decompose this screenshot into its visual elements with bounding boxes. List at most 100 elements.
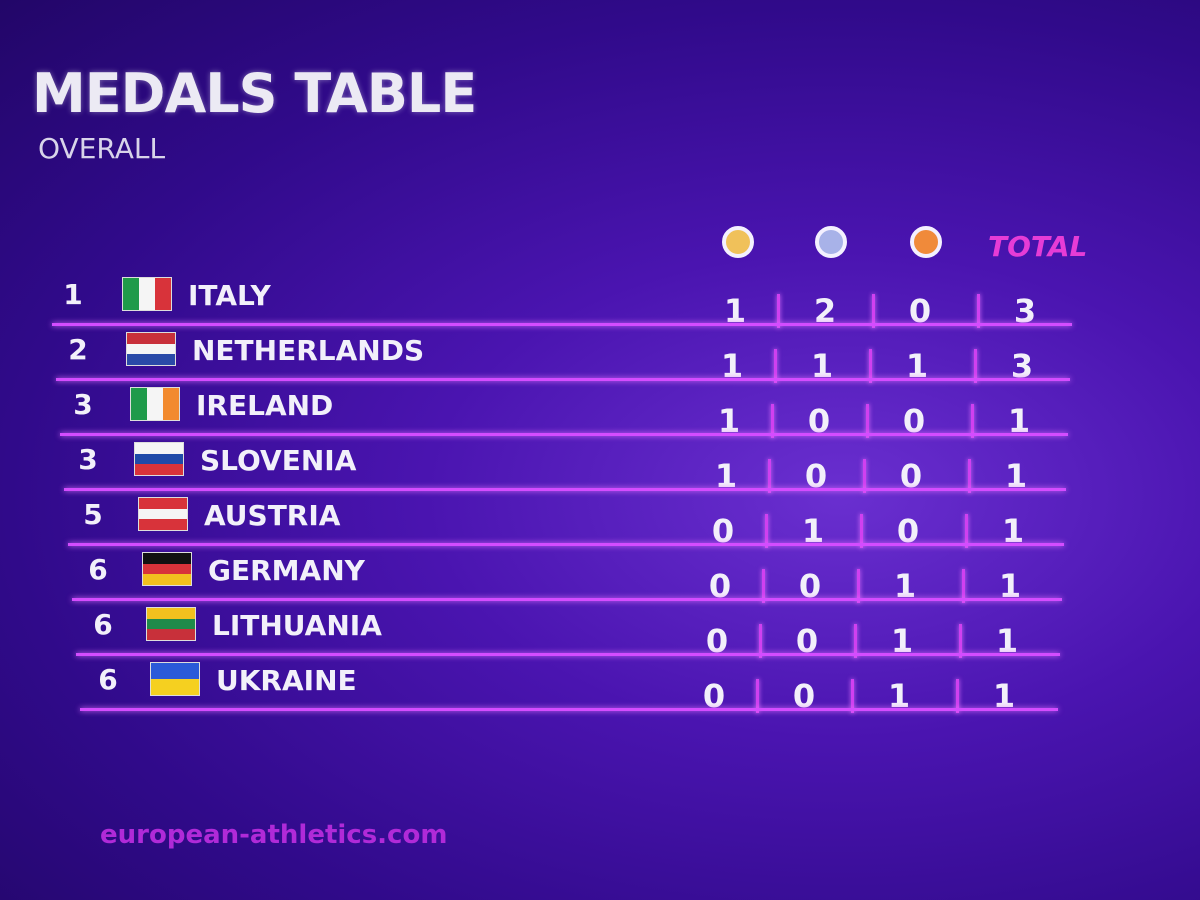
country: SLOVENIA [200,444,357,477]
country: GERMANY [208,554,365,587]
rank: 1 [63,278,83,311]
flag [146,607,196,641]
separator [866,404,869,438]
gold-count: 0 [708,567,732,605]
total-header: TOTAL [988,230,1088,263]
total-count: 1 [995,622,1019,660]
flag-stripe [143,574,191,586]
flag-stripe [147,388,163,420]
silver-count: 1 [810,347,834,385]
total-count: 1 [992,677,1016,715]
flag-stripe [127,343,175,355]
flag-stripe [135,453,183,465]
gold-count: 0 [705,622,729,660]
separator [962,569,965,603]
separator [971,404,974,438]
website: european-athletics.com [100,820,448,850]
silver-count: 0 [795,622,819,660]
flag-stripe [147,629,195,641]
separator [968,459,971,493]
row-divider [60,433,1068,436]
rank: 3 [73,388,93,421]
flag-stripe [139,278,155,310]
separator [965,514,968,548]
total-count: 1 [998,567,1022,605]
flag [130,387,180,421]
rank: 2 [68,333,88,366]
rank: 6 [88,553,108,586]
flag-stripe [123,278,139,310]
bronze-count: 0 [908,292,932,330]
flag-stripe [139,508,187,520]
bronze-medal-icon [910,226,942,258]
bronze-count: 0 [896,512,920,550]
separator [854,624,857,658]
bronze-count: 0 [899,457,923,495]
total-count: 1 [1007,402,1031,440]
gold-count: 0 [711,512,735,550]
separator [974,349,977,383]
row-divider [76,653,1060,656]
flag-stripe [143,563,191,575]
country: AUSTRIA [204,499,341,532]
flag-stripe [131,388,147,420]
silver-count: 2 [813,292,837,330]
flag-stripe [155,278,171,310]
silver-medal-icon [815,226,847,258]
flag-stripe [139,519,187,531]
country: UKRAINE [216,664,357,697]
flag [122,277,172,311]
flag [138,497,188,531]
rank: 3 [78,443,98,476]
silver-count: 1 [801,512,825,550]
title: MEDALS TABLE [32,62,477,125]
separator [774,349,777,383]
flag-stripe [127,333,175,344]
country: LITHUANIA [212,609,382,642]
country: ITALY [188,279,271,312]
separator [771,404,774,438]
separator [851,679,854,713]
rank: 6 [93,608,113,641]
bronze-count: 1 [887,677,911,715]
silver-count: 0 [807,402,831,440]
flag-stripe [151,663,199,679]
flag-stripe [139,498,187,509]
flag [134,442,184,476]
gold-count: 1 [717,402,741,440]
row-divider [72,598,1062,601]
total-count: 1 [1004,457,1028,495]
separator [756,679,759,713]
flag-stripe [127,354,175,366]
row-divider [80,708,1058,711]
flag-stripe [143,553,191,564]
bronze-count: 1 [893,567,917,605]
flag [150,662,200,696]
rank: 5 [83,498,103,531]
silver-count: 0 [792,677,816,715]
subtitle: OVERALL [38,132,166,165]
separator [872,294,875,328]
bronze-count: 1 [890,622,914,660]
flag [126,332,176,366]
separator [863,459,866,493]
gold-count: 0 [702,677,726,715]
bronze-count: 0 [902,402,926,440]
separator [762,569,765,603]
separator [777,294,780,328]
rank: 6 [98,663,118,696]
separator [956,679,959,713]
gold-count: 1 [723,292,747,330]
gold-count: 1 [720,347,744,385]
silver-count: 0 [804,457,828,495]
separator [959,624,962,658]
gold-medal-icon [722,226,754,258]
total-count: 3 [1010,347,1034,385]
flag-stripe [147,618,195,630]
flag-stripe [135,443,183,454]
country: NETHERLANDS [192,334,425,367]
row-divider [56,378,1070,381]
gold-count: 1 [714,457,738,495]
